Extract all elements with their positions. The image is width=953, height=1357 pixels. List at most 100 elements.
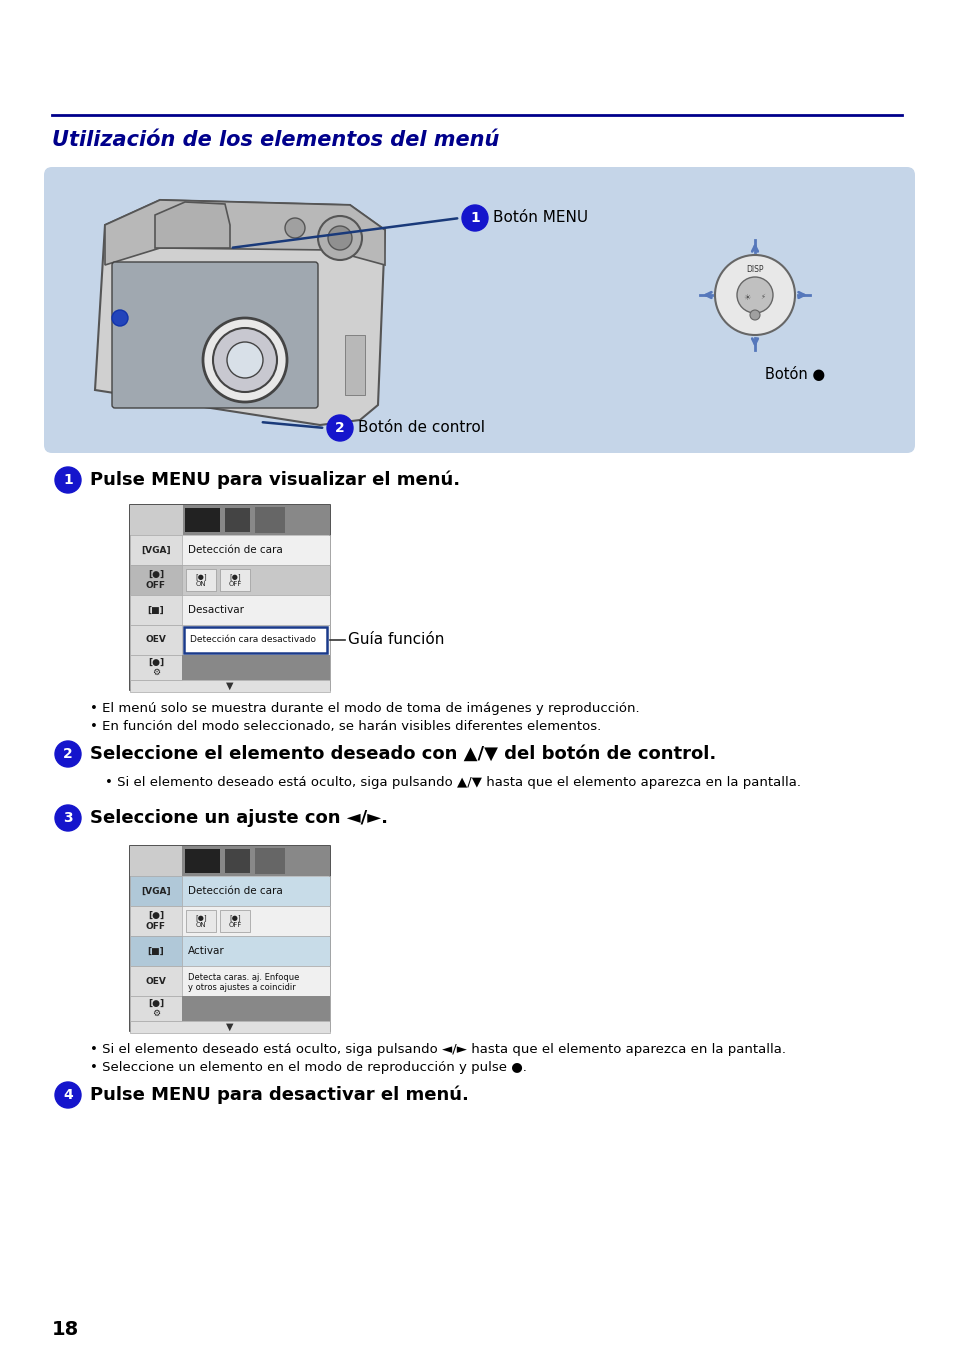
FancyBboxPatch shape <box>225 508 250 532</box>
Text: [●]
ON: [●] ON <box>195 915 207 928</box>
Text: • Seleccione un elemento en el modo de reproducción y pulse ●.: • Seleccione un elemento en el modo de r… <box>90 1061 526 1073</box>
FancyBboxPatch shape <box>254 848 285 874</box>
Text: 3: 3 <box>63 811 72 825</box>
FancyBboxPatch shape <box>186 911 215 932</box>
FancyBboxPatch shape <box>130 877 182 906</box>
Circle shape <box>461 205 488 231</box>
Text: 2: 2 <box>335 421 345 436</box>
FancyBboxPatch shape <box>130 626 182 655</box>
Text: [●]
ON: [●] ON <box>195 573 207 586</box>
Text: [●]
⚙: [●] ⚙ <box>148 658 164 677</box>
FancyBboxPatch shape <box>130 655 330 680</box>
FancyBboxPatch shape <box>130 906 182 936</box>
Text: 4: 4 <box>63 1088 72 1102</box>
FancyBboxPatch shape <box>130 906 330 936</box>
Circle shape <box>55 741 81 767</box>
Text: [●]
OFF: [●] OFF <box>228 573 241 586</box>
FancyBboxPatch shape <box>185 508 220 532</box>
Circle shape <box>55 805 81 830</box>
Text: 2: 2 <box>63 746 72 761</box>
Text: • En función del modo seleccionado, se harán visibles diferentes elementos.: • En función del modo seleccionado, se h… <box>90 721 600 733</box>
FancyBboxPatch shape <box>254 508 285 533</box>
Text: Detecta caras. aj. Enfoque
y otros ajustes a coincidir: Detecta caras. aj. Enfoque y otros ajust… <box>188 973 299 992</box>
Text: OEV: OEV <box>146 977 166 985</box>
Circle shape <box>227 342 263 379</box>
FancyBboxPatch shape <box>220 911 250 932</box>
Text: • Si el elemento deseado está oculto, siga pulsando ▲/▼ hasta que el elemento ap: • Si el elemento deseado está oculto, si… <box>105 776 801 788</box>
FancyBboxPatch shape <box>130 505 330 535</box>
Text: 18: 18 <box>52 1320 79 1339</box>
Text: Botón ●: Botón ● <box>764 366 824 383</box>
Polygon shape <box>95 199 385 425</box>
FancyBboxPatch shape <box>182 655 330 680</box>
Text: [●]
OFF: [●] OFF <box>146 570 166 590</box>
FancyBboxPatch shape <box>345 335 365 395</box>
FancyBboxPatch shape <box>130 680 330 692</box>
Circle shape <box>737 277 772 313</box>
FancyBboxPatch shape <box>184 627 327 653</box>
FancyBboxPatch shape <box>130 655 182 680</box>
Text: [■]: [■] <box>148 605 164 615</box>
Circle shape <box>55 1082 81 1109</box>
FancyBboxPatch shape <box>130 565 330 594</box>
Text: [●]
OFF: [●] OFF <box>228 915 241 928</box>
Text: [●]
⚙: [●] ⚙ <box>148 999 164 1018</box>
FancyBboxPatch shape <box>130 936 330 966</box>
FancyBboxPatch shape <box>130 845 330 877</box>
Text: OEV: OEV <box>146 635 166 645</box>
FancyBboxPatch shape <box>130 565 182 594</box>
Text: [VGA]: [VGA] <box>141 546 171 555</box>
Circle shape <box>714 255 794 335</box>
Text: [■]: [■] <box>148 946 164 955</box>
Circle shape <box>112 309 128 326</box>
Circle shape <box>327 415 353 441</box>
FancyBboxPatch shape <box>130 845 330 1031</box>
FancyBboxPatch shape <box>130 1020 330 1033</box>
FancyBboxPatch shape <box>44 167 914 453</box>
Text: [VGA]: [VGA] <box>141 886 171 896</box>
Text: Botón MENU: Botón MENU <box>493 210 587 225</box>
Circle shape <box>328 227 352 250</box>
Text: 1: 1 <box>470 210 479 225</box>
Text: Pulse MENU para visualizar el menú.: Pulse MENU para visualizar el menú. <box>90 471 459 490</box>
Text: ⚡: ⚡ <box>760 294 764 300</box>
Text: ▼: ▼ <box>226 681 233 691</box>
Text: Desactivar: Desactivar <box>188 605 244 615</box>
Text: Activar: Activar <box>188 946 225 955</box>
Text: Utilización de los elementos del menú: Utilización de los elementos del menú <box>52 130 498 151</box>
Text: • Si el elemento deseado está oculto, siga pulsando ◄/► hasta que el elemento ap: • Si el elemento deseado está oculto, si… <box>90 1044 785 1056</box>
Text: Pulse MENU para desactivar el menú.: Pulse MENU para desactivar el menú. <box>90 1086 468 1105</box>
Text: Detección de cara: Detección de cara <box>188 886 282 896</box>
FancyBboxPatch shape <box>225 849 250 873</box>
Circle shape <box>213 328 276 392</box>
FancyBboxPatch shape <box>112 262 317 408</box>
FancyBboxPatch shape <box>130 877 330 906</box>
FancyBboxPatch shape <box>130 594 330 626</box>
Circle shape <box>749 309 760 320</box>
Text: DISP: DISP <box>745 265 763 274</box>
Text: ▼: ▼ <box>226 1022 233 1033</box>
Circle shape <box>285 218 305 237</box>
FancyBboxPatch shape <box>130 845 182 877</box>
FancyBboxPatch shape <box>130 996 182 1020</box>
Text: • El menú solo se muestra durante el modo de toma de imágenes y reproducción.: • El menú solo se muestra durante el mod… <box>90 702 639 715</box>
Text: Detección cara desactivado: Detección cara desactivado <box>190 635 315 645</box>
Polygon shape <box>154 202 230 248</box>
FancyBboxPatch shape <box>130 535 330 565</box>
Circle shape <box>55 467 81 493</box>
Text: 1: 1 <box>63 474 72 487</box>
FancyBboxPatch shape <box>185 849 220 873</box>
Text: Seleccione un ajuste con ◄/►.: Seleccione un ajuste con ◄/►. <box>90 809 388 826</box>
Text: Seleccione el elemento deseado con ▲/▼ del botón de control.: Seleccione el elemento deseado con ▲/▼ d… <box>90 745 716 763</box>
Text: Botón de control: Botón de control <box>357 421 484 436</box>
FancyBboxPatch shape <box>186 569 215 592</box>
FancyBboxPatch shape <box>130 936 182 966</box>
FancyBboxPatch shape <box>220 569 250 592</box>
Text: ☀: ☀ <box>742 293 750 301</box>
FancyBboxPatch shape <box>130 996 330 1020</box>
FancyBboxPatch shape <box>130 535 182 565</box>
Polygon shape <box>105 199 385 265</box>
FancyBboxPatch shape <box>130 594 182 626</box>
FancyBboxPatch shape <box>130 626 330 655</box>
Circle shape <box>317 216 361 261</box>
